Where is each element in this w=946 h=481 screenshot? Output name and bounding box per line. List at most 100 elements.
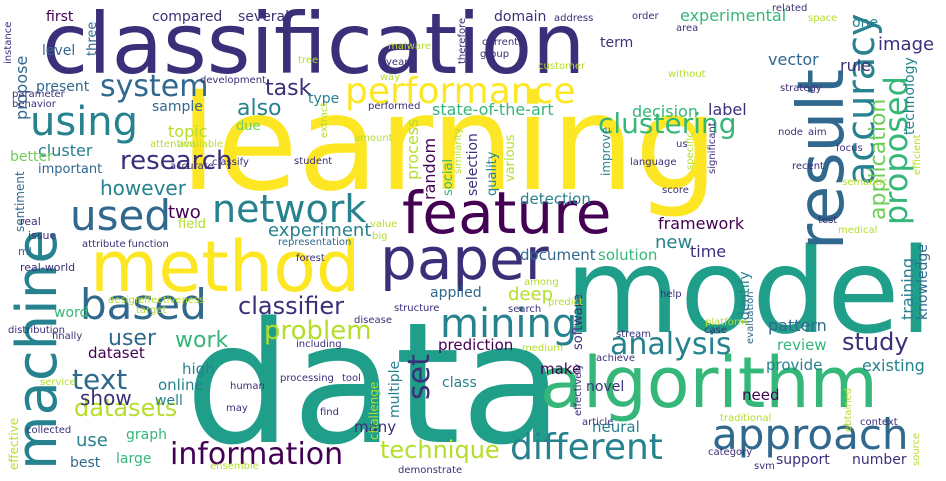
word-predict: predict bbox=[548, 297, 583, 308]
word-however: however bbox=[100, 176, 186, 200]
word-tree: tree bbox=[298, 55, 319, 66]
word-present: present bbox=[36, 79, 90, 95]
word-analysis: analysis bbox=[610, 327, 732, 362]
word-node: node bbox=[778, 127, 803, 138]
word-several: several bbox=[238, 9, 290, 25]
word-efficient: efficient bbox=[912, 134, 923, 175]
word-text: text bbox=[72, 363, 128, 396]
word-distribution: distribution bbox=[8, 325, 65, 336]
word-performance: performance bbox=[345, 71, 576, 112]
word-prediction: prediction bbox=[438, 336, 514, 354]
word-score: score bbox=[662, 185, 689, 196]
word-network: network bbox=[212, 187, 367, 231]
word-available: available bbox=[178, 139, 224, 150]
word-svm: svm bbox=[754, 461, 775, 472]
word-applied: applied bbox=[430, 285, 482, 301]
word-online: online bbox=[158, 376, 204, 394]
word-term: term bbox=[600, 35, 634, 51]
word-research: research bbox=[120, 146, 233, 176]
word-source: source bbox=[911, 432, 922, 466]
word-topic: topic bbox=[168, 122, 208, 141]
word-improve: improve bbox=[599, 126, 613, 176]
word-system: system bbox=[100, 69, 209, 104]
word-test: test bbox=[818, 215, 838, 226]
word-vector: vector bbox=[768, 50, 819, 69]
word-image: image bbox=[878, 34, 935, 55]
word-graph: graph bbox=[126, 427, 167, 443]
word-development: development bbox=[200, 75, 266, 86]
word-existing: existing bbox=[862, 356, 925, 375]
word-detection: detection bbox=[520, 190, 591, 208]
word-significant: significant bbox=[707, 122, 718, 174]
word-feature: feature bbox=[402, 179, 612, 247]
word-algorithm: algorithm bbox=[540, 342, 878, 424]
word-decision: decision bbox=[632, 102, 698, 121]
word-data: data bbox=[185, 286, 564, 481]
word-aim: aim bbox=[808, 127, 827, 138]
word-may: may bbox=[226, 403, 248, 414]
word-among: among bbox=[524, 277, 559, 288]
word-rule: rule bbox=[840, 56, 872, 75]
word-value: value bbox=[370, 219, 398, 230]
word-accurate: accurate bbox=[170, 161, 214, 172]
word-word: word bbox=[54, 305, 89, 321]
word-obtained: obtained bbox=[843, 387, 854, 432]
word-need: need bbox=[742, 386, 780, 404]
word-medium: medium bbox=[522, 343, 564, 354]
word-label: label bbox=[708, 100, 747, 119]
word-current: current bbox=[482, 37, 519, 48]
word-high: high bbox=[182, 360, 215, 378]
word-us: us bbox=[676, 139, 688, 150]
word-collected: collected bbox=[26, 425, 72, 436]
word-effectively: effectively bbox=[573, 363, 584, 416]
word-ensemble: ensemble bbox=[210, 461, 259, 472]
word-strategy: strategy bbox=[780, 83, 822, 94]
word-amount: amount bbox=[354, 133, 393, 144]
word-find: find bbox=[320, 407, 339, 418]
word-mining: mining bbox=[440, 301, 578, 347]
word-including: including bbox=[296, 339, 342, 350]
word-used: used bbox=[70, 191, 172, 240]
word-user: user bbox=[108, 326, 156, 351]
word-time: time bbox=[690, 242, 727, 261]
word-document: document bbox=[520, 246, 596, 264]
word-method: method bbox=[90, 226, 361, 308]
word-framework: framework bbox=[658, 214, 745, 233]
word-achieve: achieve bbox=[596, 353, 635, 364]
word-recent: recent bbox=[792, 161, 824, 172]
word-representation: representation bbox=[278, 237, 352, 248]
word-many: many bbox=[354, 418, 397, 436]
word-help: help bbox=[660, 289, 682, 300]
word-challenge: challenge bbox=[367, 381, 381, 440]
word-field: field bbox=[178, 217, 207, 232]
word-work: work bbox=[175, 328, 229, 353]
word-target: target bbox=[136, 305, 167, 316]
word-finally: finally bbox=[52, 331, 83, 342]
word-model: model bbox=[565, 222, 933, 360]
word-review: review bbox=[777, 336, 827, 354]
word-paper: paper bbox=[380, 225, 549, 293]
word-ml: ml bbox=[18, 245, 32, 258]
word-evaluation: evaluation bbox=[745, 291, 756, 344]
word-also: also bbox=[237, 96, 282, 121]
word-specific: specific bbox=[685, 132, 696, 170]
word-therefore: therefore bbox=[457, 17, 468, 64]
word-learning: learning bbox=[180, 67, 719, 221]
word-set: set bbox=[402, 354, 437, 400]
word-technology: technology bbox=[902, 57, 918, 135]
word-based: based bbox=[80, 280, 207, 329]
word-classify: classify bbox=[212, 157, 249, 168]
word-random: random bbox=[420, 137, 439, 200]
word-support: support bbox=[776, 452, 830, 468]
word-parameter: parameter bbox=[12, 89, 65, 100]
word-forest: forest bbox=[296, 253, 325, 264]
word-category: category bbox=[708, 447, 753, 458]
word-real: real bbox=[20, 215, 41, 228]
word-human: human bbox=[230, 381, 265, 392]
word-domain: domain bbox=[494, 9, 547, 25]
word-processing: processing bbox=[280, 373, 334, 384]
word-selection: selection bbox=[465, 133, 481, 196]
word-classifier: classifier bbox=[238, 292, 344, 320]
word-clustering: clustering bbox=[598, 107, 737, 140]
